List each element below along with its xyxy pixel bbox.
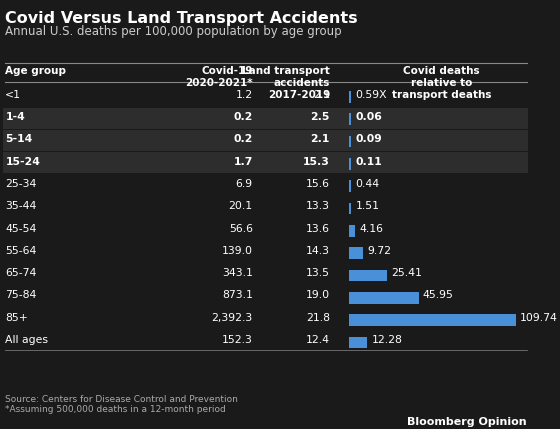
Text: 1.2: 1.2 <box>236 90 253 100</box>
Text: 343.1: 343.1 <box>222 268 253 278</box>
Text: 2.5: 2.5 <box>311 112 330 122</box>
Text: 21.8: 21.8 <box>306 313 330 323</box>
Text: 12.28: 12.28 <box>371 335 403 345</box>
FancyBboxPatch shape <box>348 180 351 192</box>
FancyBboxPatch shape <box>348 314 516 326</box>
Text: 0.06: 0.06 <box>356 112 382 122</box>
FancyBboxPatch shape <box>348 202 351 214</box>
Text: 139.0: 139.0 <box>222 246 253 256</box>
Text: 20.1: 20.1 <box>228 201 253 211</box>
FancyBboxPatch shape <box>3 130 529 151</box>
Text: 1-4: 1-4 <box>6 112 25 122</box>
Text: 45.95: 45.95 <box>423 290 454 300</box>
FancyBboxPatch shape <box>3 152 529 173</box>
FancyBboxPatch shape <box>348 247 363 259</box>
Text: 15.3: 15.3 <box>303 157 330 166</box>
Text: 152.3: 152.3 <box>222 335 253 345</box>
Text: All ages: All ages <box>6 335 48 345</box>
Text: 15-24: 15-24 <box>6 157 40 166</box>
Text: 12.4: 12.4 <box>306 335 330 345</box>
Text: 56.6: 56.6 <box>228 224 253 233</box>
Text: 35-44: 35-44 <box>6 201 37 211</box>
FancyBboxPatch shape <box>348 292 418 304</box>
Text: 13.5: 13.5 <box>306 268 330 278</box>
Text: 0.2: 0.2 <box>234 134 253 144</box>
FancyBboxPatch shape <box>348 113 351 125</box>
FancyBboxPatch shape <box>348 91 351 103</box>
Text: Age group: Age group <box>6 66 66 76</box>
Text: 15.6: 15.6 <box>306 179 330 189</box>
Text: 85+: 85+ <box>6 313 28 323</box>
Text: 45-54: 45-54 <box>6 224 37 233</box>
Text: 4.16: 4.16 <box>359 224 383 233</box>
Text: 55-64: 55-64 <box>6 246 37 256</box>
Text: Bloomberg Opinion: Bloomberg Opinion <box>407 417 527 427</box>
FancyBboxPatch shape <box>3 108 529 129</box>
Text: 2,392.3: 2,392.3 <box>212 313 253 323</box>
FancyBboxPatch shape <box>348 136 351 148</box>
Text: Source: Centers for Disease Control and Prevention
*Assuming 500,000 deaths in a: Source: Centers for Disease Control and … <box>6 395 238 414</box>
FancyBboxPatch shape <box>348 158 351 170</box>
Text: 0.09: 0.09 <box>356 134 382 144</box>
Text: 0.2: 0.2 <box>234 112 253 122</box>
Text: 14.3: 14.3 <box>306 246 330 256</box>
FancyBboxPatch shape <box>348 225 355 237</box>
Text: Covid-19
2020-2021*: Covid-19 2020-2021* <box>185 66 253 88</box>
Text: 25-34: 25-34 <box>6 179 37 189</box>
Text: Covid Versus Land Transport Accidents: Covid Versus Land Transport Accidents <box>6 11 358 26</box>
FancyBboxPatch shape <box>348 336 367 348</box>
Text: 5-14: 5-14 <box>6 134 32 144</box>
Text: 0.44: 0.44 <box>356 179 380 189</box>
Text: 2.1: 2.1 <box>311 134 330 144</box>
Text: 25.41: 25.41 <box>391 268 422 278</box>
Text: 6.9: 6.9 <box>236 179 253 189</box>
Text: 65-74: 65-74 <box>6 268 37 278</box>
Text: <1: <1 <box>6 90 21 100</box>
Text: Land transport
accidents
2017-2019: Land transport accidents 2017-2019 <box>242 66 330 100</box>
Text: 0.59X: 0.59X <box>356 90 387 100</box>
Text: 0.11: 0.11 <box>356 157 382 166</box>
Text: 13.3: 13.3 <box>306 201 330 211</box>
Text: 75-84: 75-84 <box>6 290 37 300</box>
Text: 2.1: 2.1 <box>313 90 330 100</box>
Text: 1.51: 1.51 <box>356 201 380 211</box>
Text: 19.0: 19.0 <box>306 290 330 300</box>
Text: Annual U.S. deaths per 100,000 population by age group: Annual U.S. deaths per 100,000 populatio… <box>6 25 342 38</box>
Text: 1.7: 1.7 <box>234 157 253 166</box>
FancyBboxPatch shape <box>348 269 388 281</box>
Text: 109.74: 109.74 <box>520 313 558 323</box>
Text: 873.1: 873.1 <box>222 290 253 300</box>
Text: 13.6: 13.6 <box>306 224 330 233</box>
Text: Covid deaths
relative to
transport deaths: Covid deaths relative to transport death… <box>392 66 491 100</box>
Text: 9.72: 9.72 <box>367 246 391 256</box>
